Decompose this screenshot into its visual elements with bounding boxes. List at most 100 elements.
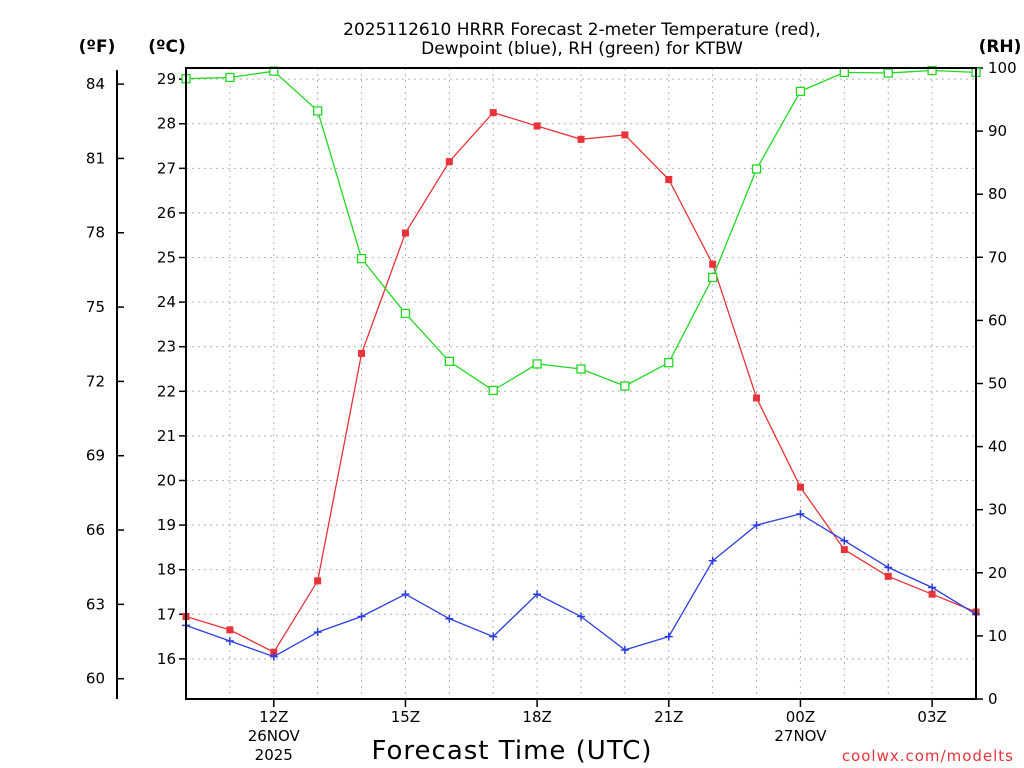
temperature-point — [533, 122, 541, 130]
celsius-tick-label: 17 — [157, 605, 176, 623]
celsius-tick-label: 25 — [157, 249, 176, 267]
x-tick-label: 2025 — [255, 746, 293, 764]
gridlines — [185, 68, 977, 699]
dewpoint-point — [313, 628, 322, 637]
dewpoint-point — [664, 632, 673, 641]
fahrenheit-unit-label: (ºF) — [79, 37, 116, 57]
dewpoint-point — [533, 590, 542, 599]
dewpoint-point — [357, 612, 366, 621]
celsius-tick-label: 23 — [157, 338, 176, 356]
rh-point — [620, 381, 630, 391]
rh-tick-label: 90 — [988, 122, 1007, 140]
x-tick-label: 00Z — [786, 708, 815, 726]
x-tick-label: 27NOV — [774, 727, 827, 745]
x-tick-label: 15Z — [391, 708, 420, 726]
rh-point — [400, 308, 411, 319]
temperature-point — [753, 394, 761, 402]
rh-tick-label: 60 — [988, 311, 1007, 329]
fahrenheit-tick-label: 69 — [86, 447, 105, 465]
celsius-tick-label: 26 — [157, 204, 176, 222]
rh-point — [839, 67, 849, 78]
rh-point — [313, 106, 323, 116]
celsius-unit-label: (ºC) — [148, 37, 186, 57]
rh-point — [664, 358, 674, 368]
temperature-point — [577, 135, 585, 143]
dewpoint-point — [928, 583, 937, 592]
chart-title-line-1: 2025112610 HRRR Forecast 2-meter Tempera… — [343, 20, 821, 40]
temperature-point — [796, 483, 804, 491]
fahrenheit-tick-label: 66 — [86, 521, 105, 539]
dewpoint-point — [840, 536, 849, 545]
celsius-tick-label: 24 — [157, 293, 176, 311]
celsius-tick-label: 22 — [157, 382, 176, 400]
fahrenheit-tick-label: 75 — [86, 298, 105, 316]
x-tick-label: 18Z — [522, 708, 551, 726]
celsius-tick-label: 28 — [157, 115, 176, 133]
rh-tick-label: 80 — [988, 185, 1007, 203]
rh-tick-label: 10 — [988, 627, 1007, 645]
celsius-tick-label: 19 — [157, 516, 176, 534]
rh-unit-label: (RH) — [979, 37, 1022, 57]
dewpoint-point — [796, 509, 805, 518]
dewpoint-point — [269, 652, 278, 661]
rh-point — [488, 385, 498, 396]
chart-title-line-2: Dewpoint (blue), RH (green) for KTBW — [421, 39, 743, 59]
temperature-point — [445, 158, 453, 166]
temperature-point — [314, 577, 322, 585]
celsius-tick-label: 18 — [157, 561, 176, 579]
dewpoint-point — [445, 614, 454, 623]
fahrenheit-tick-label: 81 — [86, 149, 105, 167]
celsius-tick-label: 20 — [157, 471, 176, 489]
temperature-point — [621, 131, 629, 139]
rh-point — [356, 253, 367, 264]
temperature-point — [840, 546, 848, 554]
rh-tick-label: 100 — [988, 59, 1017, 77]
x-tick-label: 21Z — [654, 708, 683, 726]
rh-tick-label: 30 — [988, 501, 1007, 519]
temperature-point — [489, 109, 497, 117]
fahrenheit-tick-label: 84 — [86, 75, 105, 93]
temperature-point — [401, 229, 409, 237]
rh-tick-label: 0 — [988, 690, 998, 708]
dewpoint-point — [225, 637, 234, 646]
rh-point — [576, 364, 586, 374]
temperature-point — [884, 572, 892, 580]
dewpoint-point — [401, 590, 410, 599]
celsius-tick-label: 29 — [157, 70, 176, 88]
rh-tick-label: 70 — [988, 248, 1007, 266]
temperature-point — [665, 175, 673, 183]
rh-point — [795, 86, 806, 96]
rh-point — [444, 356, 454, 367]
rh-point — [927, 65, 937, 76]
temperature-point — [270, 648, 278, 656]
x-axis-title: Forecast Time (UTC) — [371, 736, 652, 766]
x-tick-label: 26NOV — [248, 727, 301, 745]
dewpoint-point — [577, 612, 585, 621]
dewpoint-point — [884, 563, 893, 572]
dewpoint-point — [620, 645, 629, 654]
rh-tick-label: 50 — [988, 375, 1007, 393]
axes: 16 17 18 19 20 21 22 23 24 25 26 27 28 29 60 63 66 69 72 75… — [86, 59, 1017, 764]
rh-tick-label: 40 — [988, 438, 1007, 456]
temperature-point — [358, 349, 366, 357]
temperature-line — [185, 111, 977, 654]
dewpoint-point — [752, 521, 761, 530]
temperature-point — [709, 260, 717, 268]
rh-point — [751, 164, 762, 174]
rh-tick-label: 20 — [988, 564, 1007, 582]
credit-text: coolwx.com/modelts — [842, 747, 1014, 765]
fahrenheit-tick-label: 60 — [86, 670, 105, 688]
rh-point — [708, 272, 718, 283]
rh-point — [532, 359, 542, 369]
fahrenheit-tick-label: 72 — [86, 372, 105, 390]
plot-frame — [185, 67, 977, 700]
fahrenheit-tick-label: 78 — [86, 224, 105, 242]
dewpoint-point — [489, 632, 498, 641]
celsius-tick-label: 16 — [157, 650, 176, 668]
x-tick-label: 12Z — [259, 708, 288, 726]
fahrenheit-tick-label: 63 — [86, 595, 105, 613]
rh-point — [883, 68, 893, 78]
dewpoint-point — [708, 556, 717, 565]
rh-point — [225, 72, 235, 83]
